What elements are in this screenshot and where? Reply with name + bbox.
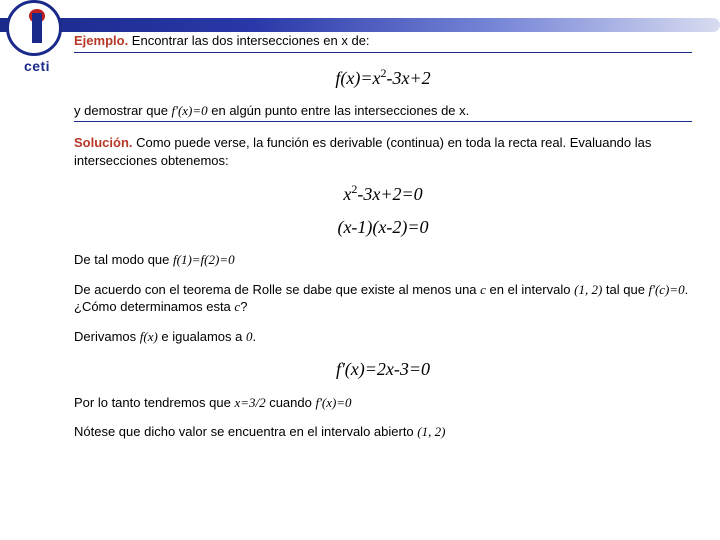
solucion-para: Solución. Como puede verse, la función e… (74, 134, 692, 169)
f2-post: -3x+2=0 (357, 184, 422, 204)
formula-factored: (x-1)(x-2)=0 (74, 215, 692, 239)
slide-content: Ejemplo. Encontrar las dos interseccione… (74, 32, 692, 441)
header-gradient-bar (0, 18, 720, 32)
pl2: cuando (266, 395, 316, 410)
deriv-line: Derivamos f(x) e igualamos a 0. (74, 328, 692, 346)
dv-mid: e igualamos a (158, 329, 246, 344)
formula-deriv: f'(x)=2x-3=0 (74, 357, 692, 381)
logo-text: ceti (6, 58, 68, 74)
plx: x=3/2 (234, 395, 265, 410)
dem-post: en algún punto entre las intersecciones … (208, 103, 470, 118)
formula-fx: f(x)=x2-3x+2 (74, 65, 692, 90)
logo-circle (6, 0, 62, 56)
notese-line: Nótese que dicho valor se encuentra en e… (74, 423, 692, 441)
ntint: (1, 2) (417, 424, 445, 439)
dem-pre: y demostrar que (74, 103, 172, 118)
f1-post: -3x+2 (386, 68, 430, 88)
dv-post: . (252, 329, 256, 344)
detal-pre: De tal modo que (74, 252, 173, 267)
rfc: f'(c)=0 (649, 282, 685, 297)
rolle-para: De acuerdo con el teorema de Rolle se da… (74, 281, 692, 316)
ejemplo-line: Ejemplo. Encontrar las dos interseccione… (74, 32, 692, 53)
f1-pre: f(x)=x (335, 68, 380, 88)
pl1: Por lo tanto tendremos que (74, 395, 234, 410)
dem-ital: f'(x)=0 (172, 103, 208, 118)
logo-container: ceti (6, 0, 68, 80)
r3: tal que (602, 282, 648, 297)
formula-quad: x2-3x+2=0 (74, 181, 692, 206)
plfx: f'(x)=0 (315, 395, 351, 410)
detal-ital: f(1)=f(2)=0 (173, 252, 235, 267)
r1: De acuerdo con el teorema de Rolle se da… (74, 282, 480, 297)
dv-fx: f(x) (140, 329, 158, 344)
ejemplo-label: Ejemplo. (74, 33, 128, 48)
rint: (1, 2) (574, 282, 602, 297)
ejemplo-rest: Encontrar las dos intersecciones en x de… (128, 33, 369, 48)
dv-pre: Derivamos (74, 329, 140, 344)
demostrar-line: y demostrar que f'(x)=0 en algún punto e… (74, 102, 692, 123)
r5: ? (240, 299, 247, 314)
porlo-line: Por lo tanto tendremos que x=3/2 cuando … (74, 394, 692, 412)
logo-stem (32, 13, 42, 43)
nt1: Nótese que dicho valor se encuentra en e… (74, 424, 417, 439)
solucion-rest: Como puede verse, la función es derivabl… (74, 135, 651, 168)
r2: en el intervalo (486, 282, 574, 297)
detal-line: De tal modo que f(1)=f(2)=0 (74, 251, 692, 269)
solucion-label: Solución. (74, 135, 133, 150)
